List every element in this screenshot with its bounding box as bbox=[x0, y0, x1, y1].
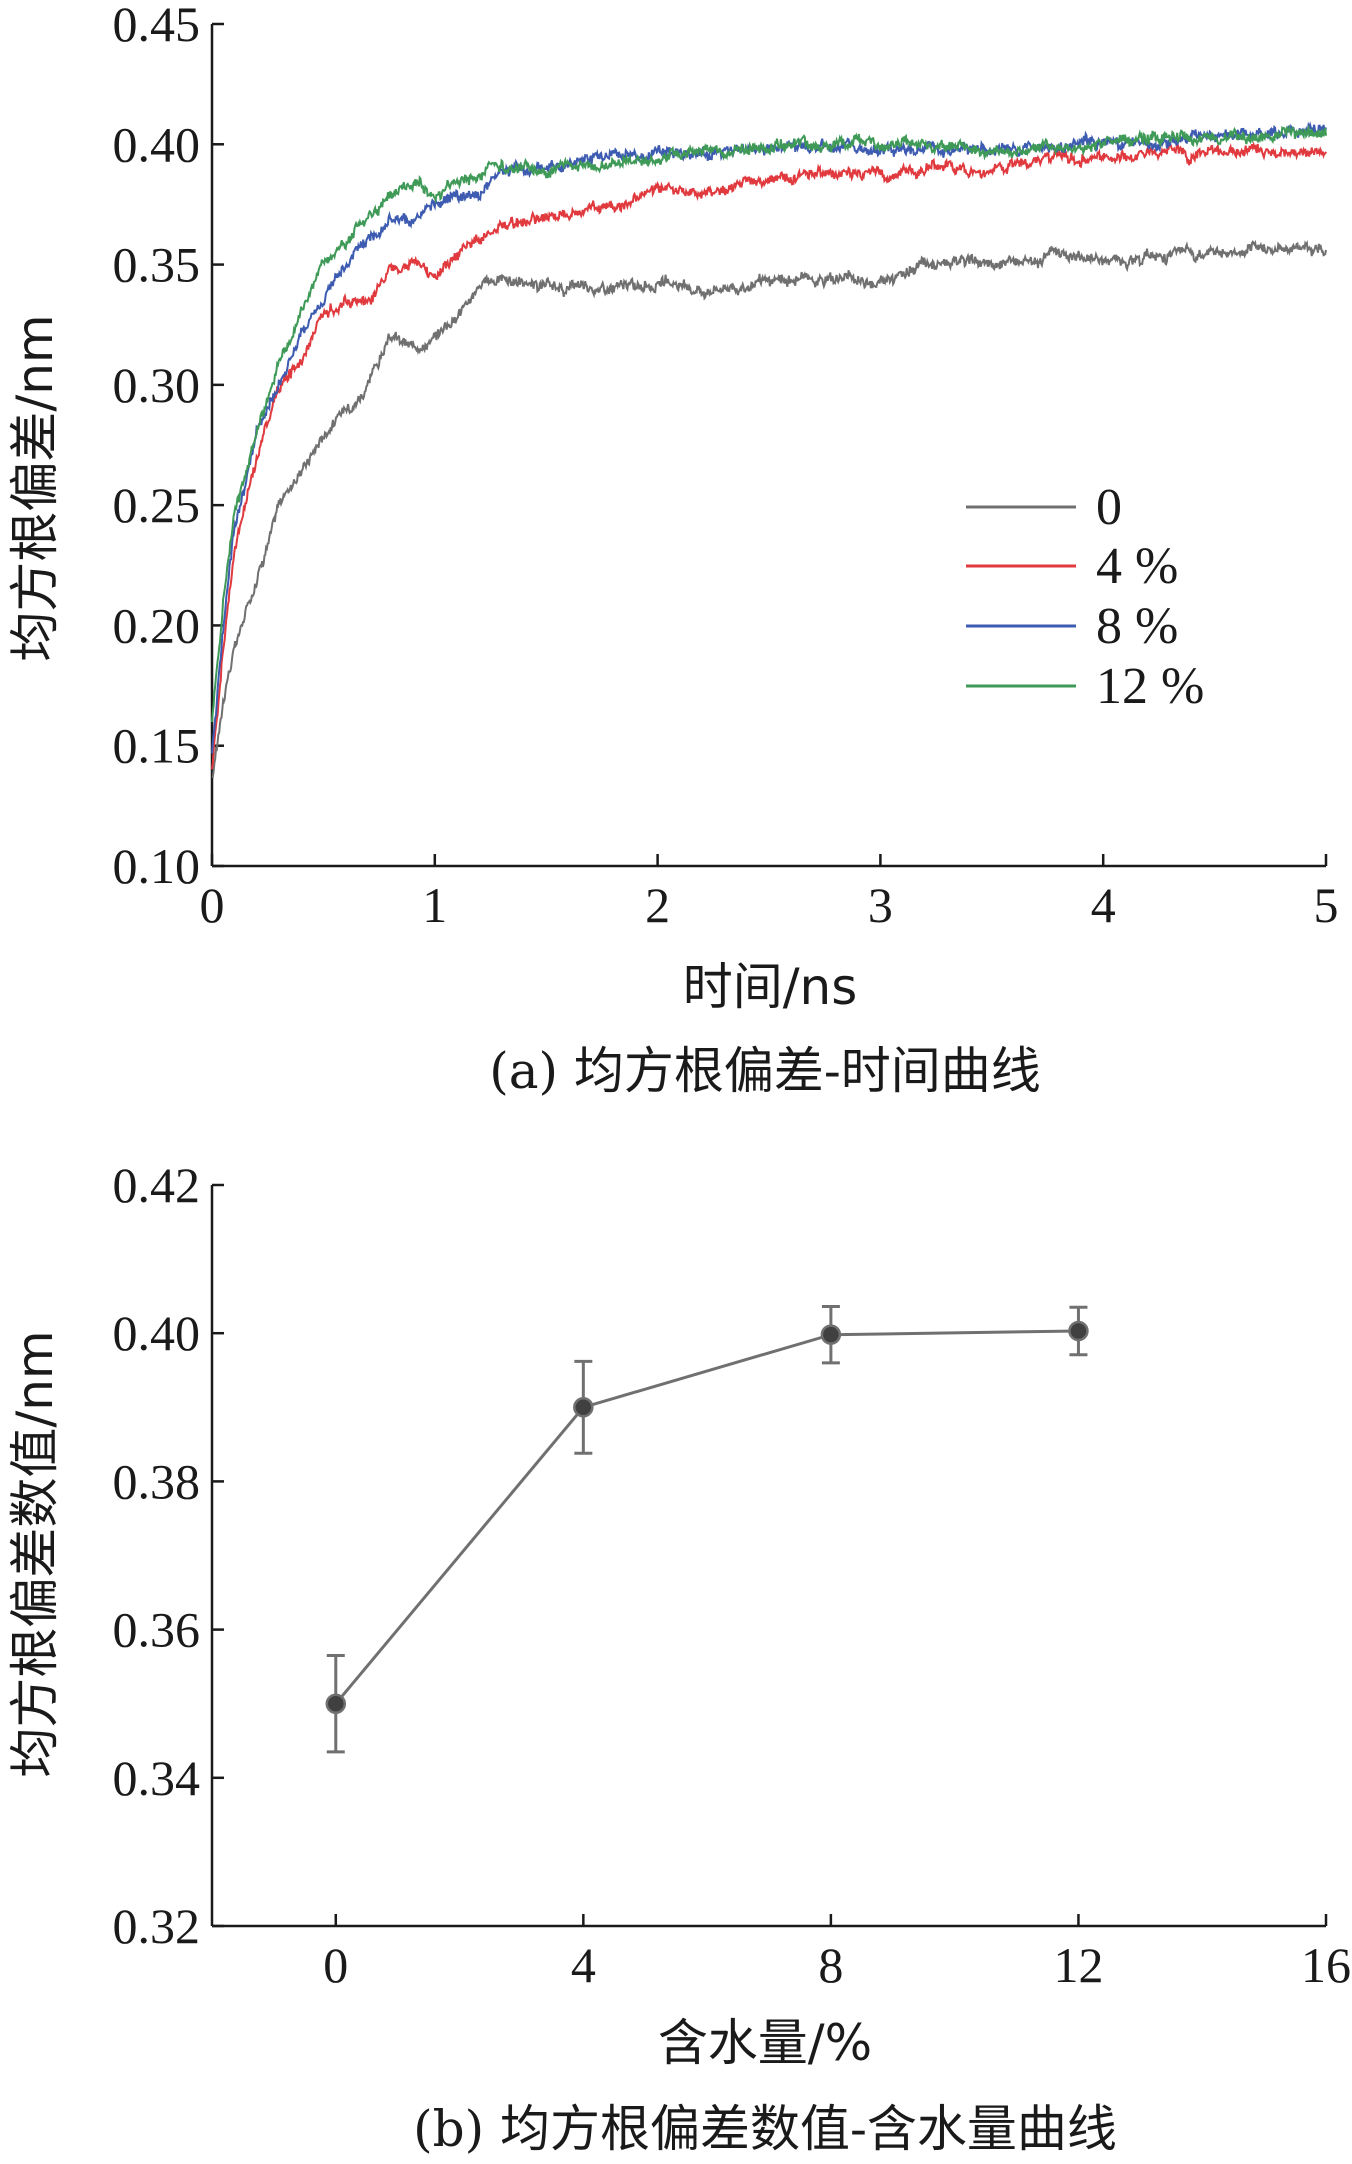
chart-b-ylabel: 均方根偏差数值/nm bbox=[6, 1330, 64, 1777]
chart-b-y-ticks: 0.32 0.34 0.36 0.38 0.40 0.42 bbox=[113, 1157, 224, 1954]
y-tick-label: 0.42 bbox=[113, 1157, 201, 1213]
x-tick-label: 0 bbox=[200, 877, 225, 933]
chart-b-xlabel: 含水量/% bbox=[658, 2014, 872, 2072]
chart-a-legend: 0 4 % 8 % 12 % bbox=[966, 479, 1204, 715]
legend-label-0: 0 bbox=[1096, 479, 1122, 536]
series-line-0 bbox=[211, 239, 1327, 779]
chart-a-xlabel: 时间/ns bbox=[683, 958, 858, 1016]
legend-label-12: 12 % bbox=[1096, 658, 1204, 715]
y-tick-label: 0.40 bbox=[113, 1305, 201, 1361]
x-tick-label: 4 bbox=[571, 1937, 596, 1993]
series-line-1 bbox=[211, 141, 1327, 770]
y-tick-label: 0.35 bbox=[113, 237, 201, 293]
x-tick-label: 3 bbox=[868, 877, 893, 933]
legend-label-4: 4 % bbox=[1096, 538, 1178, 595]
x-tick-label: 2 bbox=[645, 877, 670, 933]
y-tick-label: 0.10 bbox=[113, 838, 201, 894]
y-tick-label: 0.30 bbox=[113, 357, 201, 413]
series-line bbox=[334, 1329, 1079, 1705]
chart-b: 0 4 8 12 16 0.32 0.34 0.36 0.38 0.40 0.42 含水量/% 均… bbox=[6, 1157, 1351, 2158]
series-line-3 bbox=[211, 124, 1327, 723]
legend-label-8: 8 % bbox=[1096, 598, 1178, 655]
x-tick-label: 4 bbox=[1091, 877, 1116, 933]
chart-a-series-lines bbox=[211, 121, 1327, 779]
y-tick-label: 0.36 bbox=[113, 1602, 201, 1658]
y-tick-label: 0.32 bbox=[113, 1898, 201, 1954]
chart-b-axes bbox=[210, 1185, 1326, 1928]
x-tick-label: 1 bbox=[422, 877, 447, 933]
y-tick-label: 0.45 bbox=[113, 0, 201, 52]
chart-b-x-ticks: 0 4 8 12 16 bbox=[323, 1914, 1351, 1993]
chart-a-caption: (a) 均方根偏差-时间曲线 bbox=[489, 1042, 1041, 1100]
x-tick-label: 0 bbox=[323, 1937, 348, 1993]
data-point bbox=[573, 1397, 594, 1418]
y-tick-label: 0.40 bbox=[113, 116, 201, 172]
chart-a-y-ticks: 0.10 0.15 0.20 0.25 0.30 0.35 0.40 0.45 bbox=[113, 0, 224, 894]
data-point bbox=[325, 1693, 347, 1714]
chart-b-caption: (b) 均方根偏差数值-含水量曲线 bbox=[413, 2100, 1117, 2158]
y-tick-label: 0.34 bbox=[113, 1750, 201, 1806]
y-tick-label: 0.20 bbox=[113, 597, 201, 653]
data-point bbox=[1068, 1320, 1089, 1342]
x-tick-label: 16 bbox=[1301, 1937, 1351, 1993]
x-tick-label: 12 bbox=[1053, 1937, 1103, 1993]
y-tick-label: 0.25 bbox=[113, 477, 201, 533]
chart-a-ylabel: 均方根偏差/nm bbox=[6, 314, 64, 661]
x-tick-label: 5 bbox=[1314, 877, 1339, 933]
data-point bbox=[820, 1324, 842, 1345]
chart-a-axes bbox=[210, 24, 1326, 868]
chart-a-x-ticks: 0 1 2 3 4 5 bbox=[200, 854, 1339, 933]
chart-b-series bbox=[325, 1305, 1089, 1754]
y-tick-label: 0.38 bbox=[113, 1453, 201, 1509]
x-tick-label: 8 bbox=[818, 1937, 843, 1993]
y-tick-label: 0.15 bbox=[113, 718, 201, 774]
